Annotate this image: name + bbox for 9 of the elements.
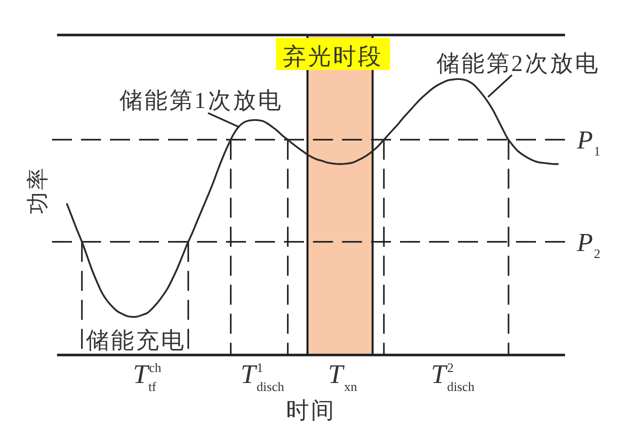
x-axis-title: 时间 xyxy=(286,398,336,423)
text: 弃光时段 xyxy=(283,44,383,69)
ref-line-label: P$_{2}$ xyxy=(576,228,600,262)
text: 储能第2次放电 xyxy=(436,51,600,76)
ref-line-label: P$_{1}$ xyxy=(576,126,600,159)
x-tick-label: T$_{xn}$ xyxy=(328,359,358,394)
annotation: 储能第1次放电 xyxy=(119,88,283,113)
annotation: 储能充电 xyxy=(86,328,186,353)
y-axis-title: 功率 xyxy=(25,166,50,214)
